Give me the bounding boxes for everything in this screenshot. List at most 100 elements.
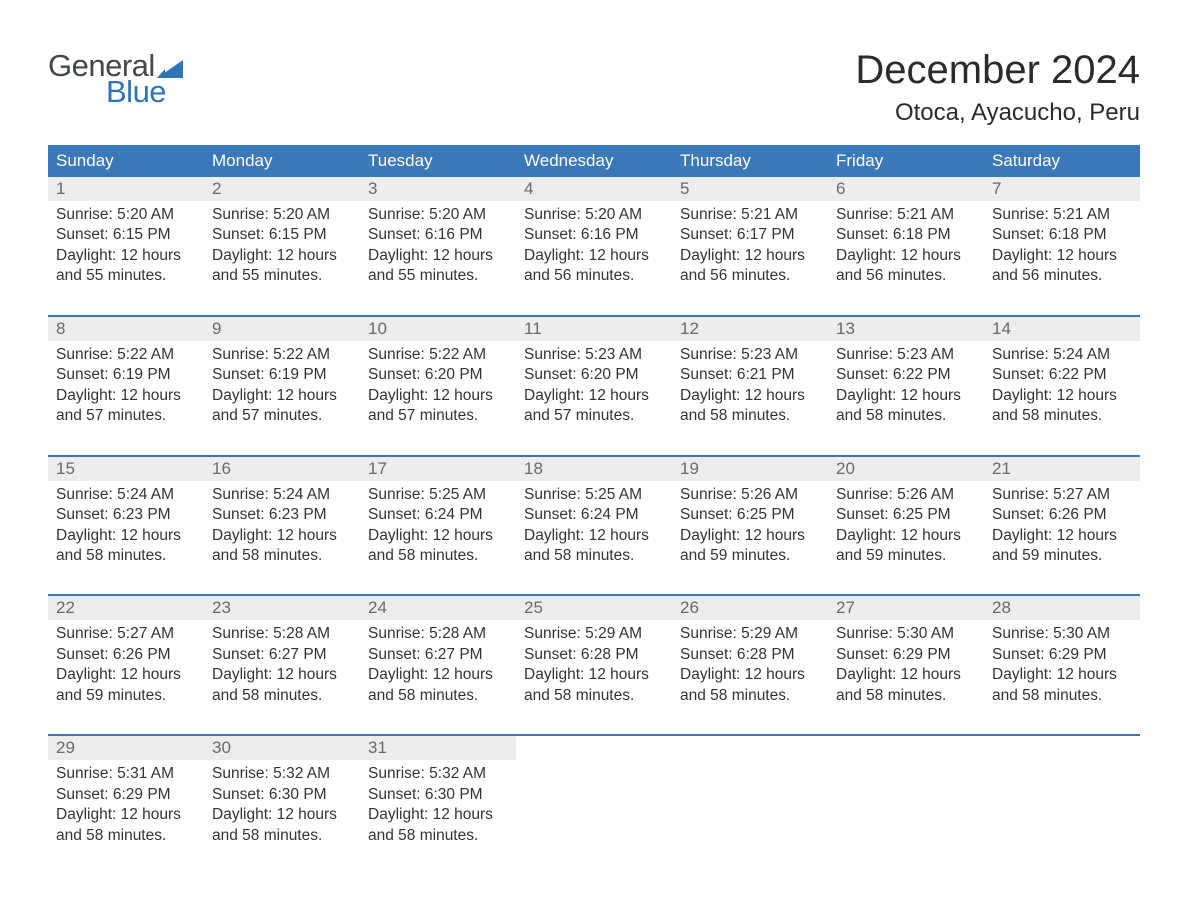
day-number: 12 [672,317,828,341]
daylight-line: Daylight: 12 hours and 57 minutes. [212,386,352,427]
day-number: 23 [204,596,360,620]
weekday-monday: Monday [204,145,360,177]
sunset-line: Sunset: 6:25 PM [680,505,820,525]
sunrise-line: Sunrise: 5:24 AM [992,345,1132,365]
day-cell: Sunrise: 5:23 AMSunset: 6:21 PMDaylight:… [672,341,828,456]
weekday-friday: Friday [828,145,984,177]
day-number: 6 [828,177,984,201]
daylight-line: Daylight: 12 hours and 57 minutes. [524,386,664,427]
day-cell: Sunrise: 5:20 AMSunset: 6:16 PMDaylight:… [516,201,672,316]
day-cell: Sunrise: 5:30 AMSunset: 6:29 PMDaylight:… [984,620,1140,735]
daylight-line: Daylight: 12 hours and 59 minutes. [680,526,820,567]
sunset-line: Sunset: 6:28 PM [524,645,664,665]
empty-cell [672,736,828,760]
day-number: 16 [204,457,360,481]
sunrise-line: Sunrise: 5:25 AM [524,485,664,505]
empty-cell [984,736,1140,760]
calendar-head: SundayMondayTuesdayWednesdayThursdayFrid… [48,145,1140,177]
weekday-sunday: Sunday [48,145,204,177]
daylight-line: Daylight: 12 hours and 58 minutes. [368,805,508,846]
sunrise-line: Sunrise: 5:32 AM [368,764,508,784]
sunset-line: Sunset: 6:19 PM [212,365,352,385]
sunrise-line: Sunrise: 5:23 AM [680,345,820,365]
daylight-line: Daylight: 12 hours and 58 minutes. [212,526,352,567]
day-cell: Sunrise: 5:28 AMSunset: 6:27 PMDaylight:… [204,620,360,735]
day-content-row: Sunrise: 5:22 AMSunset: 6:19 PMDaylight:… [48,341,1140,456]
day-cell: Sunrise: 5:21 AMSunset: 6:17 PMDaylight:… [672,201,828,316]
day-number: 29 [48,736,204,760]
sunset-line: Sunset: 6:29 PM [992,645,1132,665]
sunrise-line: Sunrise: 5:21 AM [836,205,976,225]
day-cell: Sunrise: 5:23 AMSunset: 6:22 PMDaylight:… [828,341,984,456]
sunrise-line: Sunrise: 5:22 AM [212,345,352,365]
sunrise-line: Sunrise: 5:32 AM [212,764,352,784]
day-cell: Sunrise: 5:26 AMSunset: 6:25 PMDaylight:… [672,481,828,596]
day-cell: Sunrise: 5:22 AMSunset: 6:19 PMDaylight:… [204,341,360,456]
day-cell: Sunrise: 5:24 AMSunset: 6:22 PMDaylight:… [984,341,1140,456]
daynum-row: 15161718192021 [48,457,1140,481]
daylight-line: Daylight: 12 hours and 55 minutes. [212,246,352,287]
day-content-row: Sunrise: 5:20 AMSunset: 6:15 PMDaylight:… [48,201,1140,316]
day-content-row: Sunrise: 5:31 AMSunset: 6:29 PM Daylight:… [48,760,1140,874]
sunrise-line: Sunrise: 5:27 AM [56,624,196,644]
daylight-line: Daylight: 12 hours and 59 minutes. [992,526,1132,567]
sunset-line: Sunset: 6:27 PM [212,645,352,665]
daylight-line: Daylight: 12 hours and 55 minutes. [56,246,196,287]
sunset-line: Sunset: 6:19 PM [56,365,196,385]
day-number: 8 [48,317,204,341]
sunrise-line: Sunrise: 5:26 AM [836,485,976,505]
sunrise-line: Sunrise: 5:30 AM [992,624,1132,644]
empty-cell [516,760,672,874]
day-number: 15 [48,457,204,481]
sunrise-line: Sunrise: 5:22 AM [368,345,508,365]
sunset-line: Sunset: 6:26 PM [992,505,1132,525]
day-cell: Sunrise: 5:22 AMSunset: 6:19 PMDaylight:… [48,341,204,456]
sunrise-line: Sunrise: 5:31 AM [56,764,196,784]
daylight-line: Daylight: 12 hours and 58 minutes. [992,386,1132,427]
daylight-line: Daylight: 12 hours and 59 minutes. [836,526,976,567]
sunset-line: Sunset: 6:30 PM [212,785,352,805]
daylight-line: Daylight: 12 hours and 58 minutes. [836,386,976,427]
day-cell: Sunrise: 5:24 AMSunset: 6:23 PMDaylight:… [48,481,204,596]
day-number: 20 [828,457,984,481]
day-cell: Sunrise: 5:29 AMSunset: 6:28 PMDaylight:… [672,620,828,735]
sunset-line: Sunset: 6:29 PM [56,785,196,805]
daylight-line: Daylight: 12 hours and 56 minutes. [992,246,1132,287]
day-cell: Sunrise: 5:22 AMSunset: 6:20 PMDaylight:… [360,341,516,456]
empty-cell [516,736,672,760]
day-cell: Sunrise: 5:25 AMSunset: 6:24 PMDaylight:… [360,481,516,596]
day-number: 28 [984,596,1140,620]
sunset-line: Sunset: 6:21 PM [680,365,820,385]
daylight-line: Daylight: 12 hours and 56 minutes. [680,246,820,287]
calendar-body: 1234567Sunrise: 5:20 AMSunset: 6:15 PMDa… [48,177,1140,874]
day-cell: Sunrise: 5:27 AMSunset: 6:26 PMDaylight:… [984,481,1140,596]
daylight-line: Daylight: 12 hours and 58 minutes. [836,665,976,706]
sunrise-line: Sunrise: 5:23 AM [524,345,664,365]
weekday-row: SundayMondayTuesdayWednesdayThursdayFrid… [48,145,1140,177]
day-number: 9 [204,317,360,341]
sunrise-line: Sunrise: 5:21 AM [680,205,820,225]
sunrise-line: Sunrise: 5:22 AM [56,345,196,365]
day-number: 27 [828,596,984,620]
daylight-line: Daylight: 12 hours and 58 minutes. [212,665,352,706]
empty-cell [828,736,984,760]
sunrise-line: Sunrise: 5:27 AM [992,485,1132,505]
day-number: 30 [204,736,360,760]
day-cell: Sunrise: 5:32 AMSunset: 6:30 PMDaylight:… [360,760,516,874]
sunset-line: Sunset: 6:24 PM [368,505,508,525]
day-cell: Sunrise: 5:21 AMSunset: 6:18 PMDaylight:… [984,201,1140,316]
daylight-line: Daylight: 12 hours and 59 minutes. [56,665,196,706]
day-number: 1 [48,177,204,201]
weekday-saturday: Saturday [984,145,1140,177]
logo: General Blue [48,48,183,110]
sunrise-line: Sunrise: 5:28 AM [368,624,508,644]
sunrise-line: Sunrise: 5:20 AM [212,205,352,225]
calendar-table: SundayMondayTuesdayWednesdayThursdayFrid… [48,145,1140,874]
sunset-line: Sunset: 6:22 PM [836,365,976,385]
day-cell: Sunrise: 5:23 AMSunset: 6:20 PMDaylight:… [516,341,672,456]
daynum-row: 293031 [48,736,1140,760]
page-header: General Blue December 2024 Otoca, Ayacuc… [48,48,1140,127]
daylight-line: Daylight: 12 hours and 58 minutes. [680,665,820,706]
day-content-row: Sunrise: 5:27 AMSunset: 6:26 PMDaylight:… [48,620,1140,735]
empty-cell [984,760,1140,874]
